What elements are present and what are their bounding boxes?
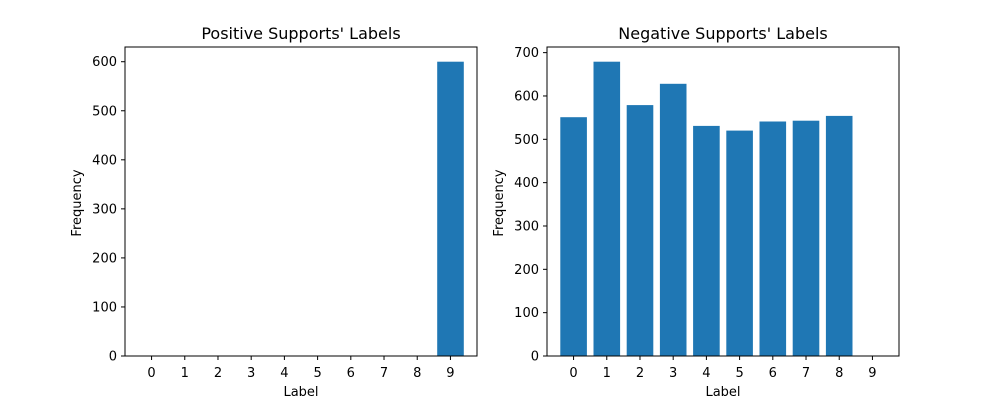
bar-7 [792,120,820,356]
y-tick-label: 100 [514,306,539,321]
bar-3 [659,83,687,357]
x-tick-label: 6 [347,366,355,381]
bar-group [437,61,464,356]
x-tick-label: 0 [147,366,155,381]
x-tick-label: 8 [413,366,421,381]
chart-title: Negative Supports' Labels [618,24,827,43]
x-tick-label: 9 [446,366,454,381]
positive-supports-chart: Positive Supports' Labels Label Frequenc… [70,24,478,400]
x-tick-label: 6 [769,366,777,381]
bar-4 [693,125,720,357]
x-tick-label: 2 [214,366,222,381]
bar-1 [593,61,621,356]
x-tick-label: 8 [835,366,843,381]
y-tick-label: 0 [109,350,117,365]
y-tick-label: 500 [92,104,117,119]
x-tick-label: 4 [702,366,710,381]
x-tick-label: 1 [603,366,611,381]
y-tick-label: 700 [514,46,539,61]
x-tick-label: 5 [313,366,321,381]
bar-6 [759,121,787,356]
bar-8 [825,115,853,357]
y-axis-label: Frequency [492,169,507,236]
chart-title: Positive Supports' Labels [201,24,400,43]
x-tick-label: 7 [380,366,388,381]
negative-supports-chart: Negative Supports' Labels Label Frequenc… [492,24,900,400]
bar-5 [726,130,753,356]
plot-frame [124,46,478,357]
bar-group [560,61,853,357]
y-tick-label: 400 [92,153,117,168]
y-tick-label: 600 [92,55,117,70]
bar-0 [560,117,587,356]
x-tick-label: 3 [247,366,255,381]
x-tick-label: 9 [868,366,876,381]
y-tick-label: 300 [92,202,117,217]
x-tick-label: 2 [636,366,644,381]
tick-group: 0 1 2 3 4 5 6 7 8 9 0 100 200 300 400 500 600 [92,55,454,381]
y-tick-label: 0 [531,350,539,365]
x-tick-label: 5 [735,366,743,381]
x-tick-label: 0 [569,366,577,381]
x-axis-label: Label [283,385,318,400]
y-tick-label: 300 [514,219,539,234]
bar-9 [437,61,464,356]
bar-2 [626,105,654,356]
x-tick-label: 4 [280,366,288,381]
y-tick-label: 500 [514,133,539,148]
y-tick-label: 400 [514,176,539,191]
y-tick-label: 600 [514,89,539,104]
x-tick-label: 1 [181,366,189,381]
tick-group: 0 1 2 3 4 5 6 7 8 9 0 100 200 300 400 500 600 700 [514,46,876,381]
x-tick-label: 7 [802,366,810,381]
y-tick-label: 200 [514,263,539,278]
plot-frame [546,46,900,357]
y-tick-label: 200 [92,251,117,266]
x-tick-label: 3 [669,366,677,381]
x-axis-label: Label [705,385,740,400]
y-tick-label: 100 [92,300,117,315]
y-axis-label: Frequency [70,169,85,236]
